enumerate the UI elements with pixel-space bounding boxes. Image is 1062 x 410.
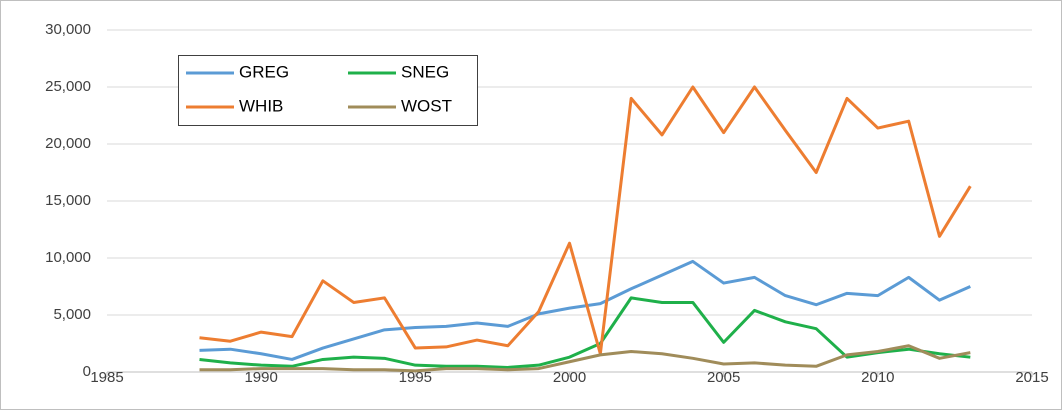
legend-label: SNEG [401, 62, 449, 81]
y-tick-label: 0 [83, 363, 91, 380]
x-tick-label: 2005 [707, 369, 740, 386]
x-tick-label: 1990 [244, 369, 277, 386]
x-tick-label: 1985 [90, 369, 123, 386]
y-tick-label: 10,000 [45, 249, 91, 266]
legend-box [178, 55, 478, 126]
y-tick-label: 15,000 [45, 192, 91, 209]
y-tick-label: 5,000 [53, 306, 91, 323]
series-line [199, 259, 971, 361]
x-tick-label: 2015 [1015, 369, 1048, 386]
y-tick-label: 20,000 [45, 135, 91, 152]
legend-label: WOST [401, 96, 452, 115]
y-tick-label: 25,000 [45, 78, 91, 95]
x-tick-label: 1995 [399, 369, 432, 386]
series-line [199, 296, 971, 369]
x-tick-label: 2000 [553, 369, 586, 386]
y-tick-label: 30,000 [45, 21, 91, 38]
x-tick-label: 2010 [861, 369, 894, 386]
legend-label: GREG [239, 62, 289, 81]
series-line [199, 344, 971, 373]
series-line [199, 85, 972, 356]
legend-label: WHIB [239, 96, 283, 115]
